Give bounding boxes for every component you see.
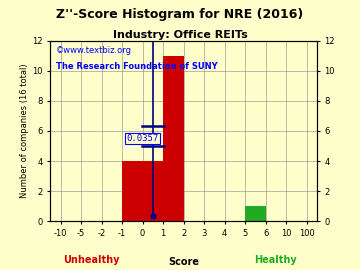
Text: ©www.textbiz.org: ©www.textbiz.org bbox=[56, 46, 132, 55]
Text: Healthy: Healthy bbox=[255, 255, 297, 265]
Bar bbox=[163, 56, 184, 221]
Text: 0.0357: 0.0357 bbox=[126, 134, 159, 143]
Text: Z''-Score Histogram for NRE (2016): Z''-Score Histogram for NRE (2016) bbox=[57, 8, 303, 21]
Bar bbox=[245, 206, 266, 221]
Text: Industry: Office REITs: Industry: Office REITs bbox=[113, 30, 247, 40]
Text: The Research Foundation of SUNY: The Research Foundation of SUNY bbox=[56, 62, 217, 71]
Text: Unhealthy: Unhealthy bbox=[63, 255, 120, 265]
Y-axis label: Number of companies (16 total): Number of companies (16 total) bbox=[21, 64, 30, 198]
X-axis label: Score: Score bbox=[168, 258, 199, 268]
Bar bbox=[122, 161, 163, 221]
